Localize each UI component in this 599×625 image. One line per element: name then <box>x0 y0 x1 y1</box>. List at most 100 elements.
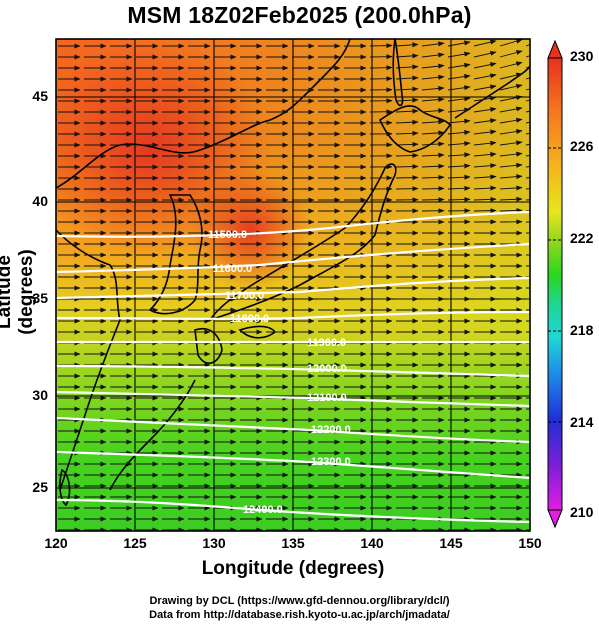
wind-vector <box>447 163 471 169</box>
contour-12000 <box>56 364 530 378</box>
colorbar-tick-lines <box>548 147 562 423</box>
wind-vector <box>473 151 497 157</box>
wind-vector <box>395 108 419 114</box>
wind-vector <box>473 163 497 169</box>
wind-vector <box>395 175 419 181</box>
wind-vector <box>421 130 445 136</box>
graticule <box>56 39 530 531</box>
contour-12300 <box>56 450 530 480</box>
lon-tick-125: 125 <box>123 535 147 551</box>
wind-vector <box>447 141 471 147</box>
wind-vector <box>473 140 497 146</box>
wind-vector <box>421 108 445 114</box>
wind-vector <box>473 95 497 102</box>
lat-tick-25: 25 <box>32 479 48 495</box>
asia-mainland-coast <box>56 39 351 189</box>
colorbar-top-triangle <box>547 39 563 59</box>
wind-vector <box>395 164 419 170</box>
lon-tick-135: 135 <box>281 535 305 551</box>
wind-vector <box>473 107 497 113</box>
wind-vector <box>421 85 445 91</box>
wind-vector <box>473 73 497 80</box>
sakhalin <box>392 39 404 107</box>
wind-vector <box>447 129 471 135</box>
wind-vector <box>421 163 445 169</box>
wind-vector <box>395 53 419 59</box>
colorbar-tick-210: 210 <box>570 504 594 520</box>
wind-vector <box>499 117 523 124</box>
wind-vector <box>473 62 497 69</box>
wind-vector <box>369 43 393 49</box>
colorbar-body <box>547 57 563 511</box>
wind-vector <box>447 85 471 91</box>
contour-11800 <box>56 310 530 320</box>
wind-vector <box>473 185 497 191</box>
taiwan <box>59 468 71 507</box>
colorbar-tick-218: 218 <box>570 322 594 338</box>
wind-vector <box>499 185 523 191</box>
wind-vector <box>447 118 471 124</box>
x-axis-label: Longitude (degrees) <box>201 558 385 579</box>
wind-vector <box>395 42 419 48</box>
lat-tick-30: 30 <box>32 387 48 403</box>
lat-tick-45: 45 <box>32 88 48 104</box>
colorbar-tick-230: 230 <box>570 48 594 64</box>
wind-vector <box>473 39 497 47</box>
wind-vector <box>421 74 445 80</box>
lat-tick-35: 35 <box>32 290 48 306</box>
wind-vector <box>421 152 445 158</box>
contour-label-11800: 11800.0 <box>230 313 269 325</box>
wind-vector <box>421 97 445 103</box>
contour-label-12200: 12200.0 <box>311 424 351 436</box>
colorbar-tick-214: 214 <box>570 414 594 430</box>
contour-label-11600: 11600.0 <box>213 263 252 275</box>
contour-11700 <box>56 276 530 300</box>
lon-tick-140: 140 <box>360 535 384 551</box>
wind-vector <box>395 97 419 103</box>
wind-vector <box>447 51 471 58</box>
contour-12200 <box>56 416 530 444</box>
colorbar-bottom-triangle <box>547 509 563 529</box>
wind-vector <box>473 196 497 202</box>
contour-labels: 11500.0 11600.0 11700.0 11800.0 11900.0 … <box>208 229 351 516</box>
wind-vector <box>395 130 419 136</box>
wind-vector <box>499 95 523 102</box>
colorbar-tick-226: 226 <box>570 138 594 154</box>
contour-label-12400: 12400.0 <box>243 504 283 516</box>
wind-vector <box>499 140 523 146</box>
lon-tick-120: 120 <box>44 535 68 551</box>
wind-vector <box>499 196 523 202</box>
wind-vector <box>421 41 445 47</box>
wind-vector <box>395 141 419 147</box>
ryukyu-islands <box>109 379 196 491</box>
contour-label-11900: 11900.0 <box>307 337 346 349</box>
wind-vector <box>499 50 523 58</box>
height-contours <box>56 210 530 524</box>
credit-data: Data from http://database.rish.kyoto-u.a… <box>149 609 450 621</box>
wind-vector <box>447 62 471 69</box>
korea-coast <box>148 194 203 315</box>
contour-label-11700: 11700.0 <box>225 290 264 302</box>
chart-title: MSM 18Z02Feb2025 (200.0hPa) <box>127 2 472 28</box>
wind-vector <box>499 129 523 135</box>
wind-vector <box>447 174 471 180</box>
wind-vector <box>499 61 523 69</box>
contour-11500 <box>56 210 530 238</box>
wind-vector <box>421 174 445 180</box>
wind-vector <box>499 39 523 47</box>
wind-vector <box>447 185 471 191</box>
wind-vector <box>447 152 471 158</box>
wind-vector <box>421 197 445 203</box>
colorbar <box>547 39 563 529</box>
wind-vector <box>473 84 497 91</box>
wind-vector <box>395 64 419 70</box>
wind-vector <box>447 40 471 47</box>
lat-tick-40: 40 <box>32 193 48 209</box>
wind-vector <box>499 151 523 157</box>
lon-tick-130: 130 <box>202 535 226 551</box>
credit-drawing: Drawing by DCL (https://www.gfd-dennou.o… <box>149 595 450 607</box>
japan-honshu <box>208 163 397 322</box>
contour-11600 <box>56 242 530 274</box>
wind-vector <box>473 129 497 135</box>
